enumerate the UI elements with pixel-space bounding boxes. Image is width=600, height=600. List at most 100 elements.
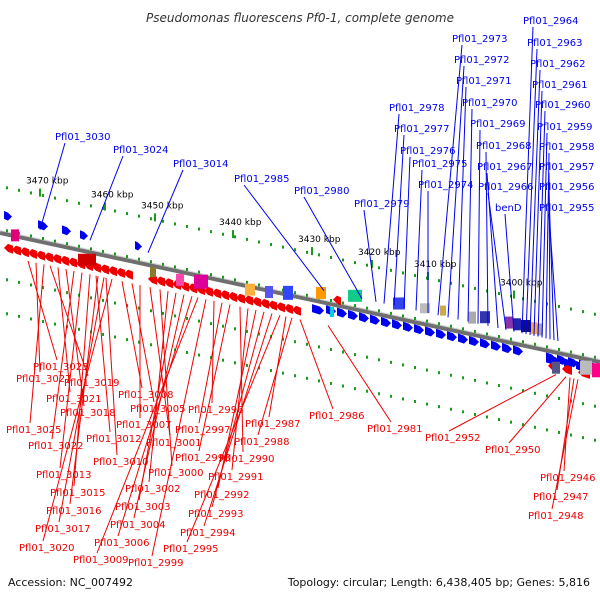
ruler-dot	[294, 248, 296, 252]
ruler-tick-label: 3420 kbp	[358, 248, 401, 258]
ruler-dot	[78, 327, 80, 331]
accession-text: Accession: NC_007492	[8, 576, 134, 589]
ruler-dot	[582, 310, 584, 314]
forward-gene-label: Pfl01_2967	[477, 162, 533, 173]
gene-domain-box	[11, 229, 19, 242]
gene-domain-box	[393, 297, 405, 310]
ruler-dot	[210, 273, 212, 277]
ruler-dot	[522, 340, 524, 344]
ruler-dot	[330, 255, 332, 259]
ruler-dot	[390, 394, 392, 398]
ruler-dot	[450, 373, 452, 377]
gene-domain-box	[150, 267, 156, 278]
ruler-dot	[462, 410, 464, 414]
ruler-dot	[270, 243, 272, 247]
ruler-dot	[438, 405, 440, 409]
ruler-dot	[294, 340, 296, 344]
forward-gene-label: Pfl01_2974	[418, 180, 474, 191]
reverse-gene-label: Pfl01_3010	[93, 457, 149, 468]
reverse-gene-label: Pfl01_2997	[175, 425, 231, 436]
reverse-gene-arrow	[284, 304, 293, 314]
gene-domain-box	[245, 283, 255, 296]
ruler-dot	[270, 369, 272, 373]
reverse-leader-line	[49, 265, 89, 377]
ruler-dot	[414, 274, 416, 278]
reverse-gene-arrow	[333, 295, 341, 306]
forward-gene-arrow	[38, 220, 48, 231]
ruler-dot	[378, 309, 380, 313]
forward-leader-line	[437, 44, 463, 316]
ruler-dot	[342, 258, 344, 262]
gene-domain-box	[330, 306, 334, 317]
reverse-leader-line	[69, 276, 99, 505]
ruler-dot	[354, 261, 356, 265]
ruler-dot	[90, 204, 92, 208]
reverse-gene-arrow	[68, 257, 77, 268]
ruler-dot	[330, 381, 332, 385]
forward-leader-line	[487, 192, 507, 330]
ruler-dot	[186, 224, 188, 228]
forward-gene-label: Pfl01_2969	[470, 119, 526, 130]
ruler-dot	[306, 293, 308, 297]
ruler-dot	[570, 350, 572, 354]
forward-gene-label: Pfl01_2956	[539, 182, 595, 193]
ruler-dot	[486, 289, 488, 293]
reverse-leader-line	[327, 325, 392, 423]
forward-leader-line	[533, 90, 543, 336]
reverse-gene-label: Pfl01_3016	[46, 506, 102, 517]
genome-backbone	[0, 231, 600, 364]
ruler-dot	[162, 262, 164, 266]
reverse-gene-arrow	[124, 269, 133, 280]
ruler-dot	[366, 389, 368, 393]
ruler-dot	[138, 306, 140, 310]
ruler-dot	[450, 281, 452, 285]
ruler-dot	[174, 265, 176, 269]
forward-leader-line	[485, 151, 489, 326]
ruler-dot	[594, 312, 596, 316]
ruler-dot	[474, 286, 476, 290]
ruler-dot	[438, 371, 440, 375]
ruler-dot	[198, 353, 200, 357]
reverse-gene-label: Pfl01_2990	[219, 454, 275, 465]
forward-leader-line	[548, 213, 559, 342]
ruler-dot	[246, 363, 248, 367]
ruler-major-tick	[39, 188, 41, 197]
ruler-dot	[426, 368, 428, 372]
reverse-gene-label: Pfl01_3007	[116, 420, 172, 431]
forward-gene-label: Pfl01_2961	[532, 80, 588, 91]
forward-gene-arrow	[513, 345, 523, 356]
ruler-dot	[282, 337, 284, 341]
ruler-tick-label: 3440 kbp	[219, 218, 262, 228]
ruler-dot	[306, 342, 308, 346]
forward-gene-arrow	[425, 326, 435, 337]
ruler-dot	[246, 237, 248, 241]
forward-leader-line	[393, 134, 405, 306]
forward-gene-label: Pfl01_2966	[478, 182, 534, 193]
forward-gene-label: Pfl01_2968	[476, 141, 532, 152]
ruler-dot	[90, 296, 92, 300]
ruler-tick-label: 3460 kbp	[91, 191, 134, 201]
reverse-leader-line	[198, 304, 231, 452]
reverse-gene-label: Pfl01_2994	[180, 528, 236, 539]
reverse-gene-label: Pfl01_3002	[125, 484, 181, 495]
reverse-leader-line	[35, 262, 41, 373]
ruler-dot	[498, 418, 500, 422]
reverse-gene-label: Pfl01_2987	[245, 419, 301, 430]
ruler-dot	[426, 402, 428, 406]
ruler-dot	[258, 366, 260, 370]
ruler-major-tick	[232, 230, 234, 239]
reverse-gene-label: Pfl01_2993	[188, 509, 244, 520]
ruler-dot	[438, 322, 440, 326]
ruler-dot	[510, 420, 512, 424]
ruler-dot	[390, 311, 392, 315]
forward-gene-arrow	[359, 312, 369, 323]
ruler-dot	[102, 249, 104, 253]
reverse-gene-label: Pfl01_2991	[208, 472, 264, 483]
ruler-dot	[258, 283, 260, 287]
ruler-dot	[378, 392, 380, 396]
ruler-dot	[198, 270, 200, 274]
ruler-dot	[306, 376, 308, 380]
reverse-gene-label: Pfl01_3012	[86, 434, 142, 445]
ruler-dot	[450, 407, 452, 411]
reverse-gene-label: Pfl01_3020	[19, 543, 75, 554]
